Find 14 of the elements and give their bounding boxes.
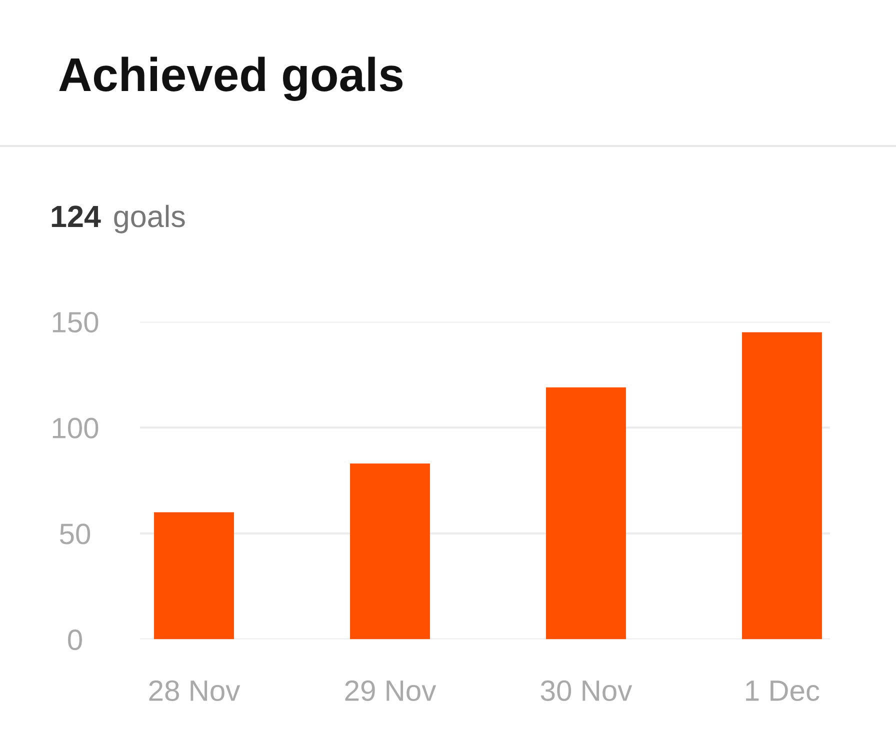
y-tick-label: 50 xyxy=(60,524,90,544)
bar xyxy=(742,332,822,640)
x-tick-label: 1 Dec xyxy=(746,680,820,701)
chart-subtitle: 124 goals xyxy=(52,204,185,234)
bar xyxy=(154,512,234,640)
bar xyxy=(546,387,626,640)
y-tick-label: 150 xyxy=(52,312,98,333)
chart-title: Achieved goals xyxy=(59,56,402,102)
x-tick-label: 30 Nov xyxy=(540,680,632,701)
y-tick-label: 0 xyxy=(68,630,82,650)
y-tick-label: 100 xyxy=(52,418,98,438)
bar xyxy=(350,464,430,640)
x-tick-label: 28 Nov xyxy=(149,680,240,701)
x-tick-label: 29 Nov xyxy=(345,680,436,701)
